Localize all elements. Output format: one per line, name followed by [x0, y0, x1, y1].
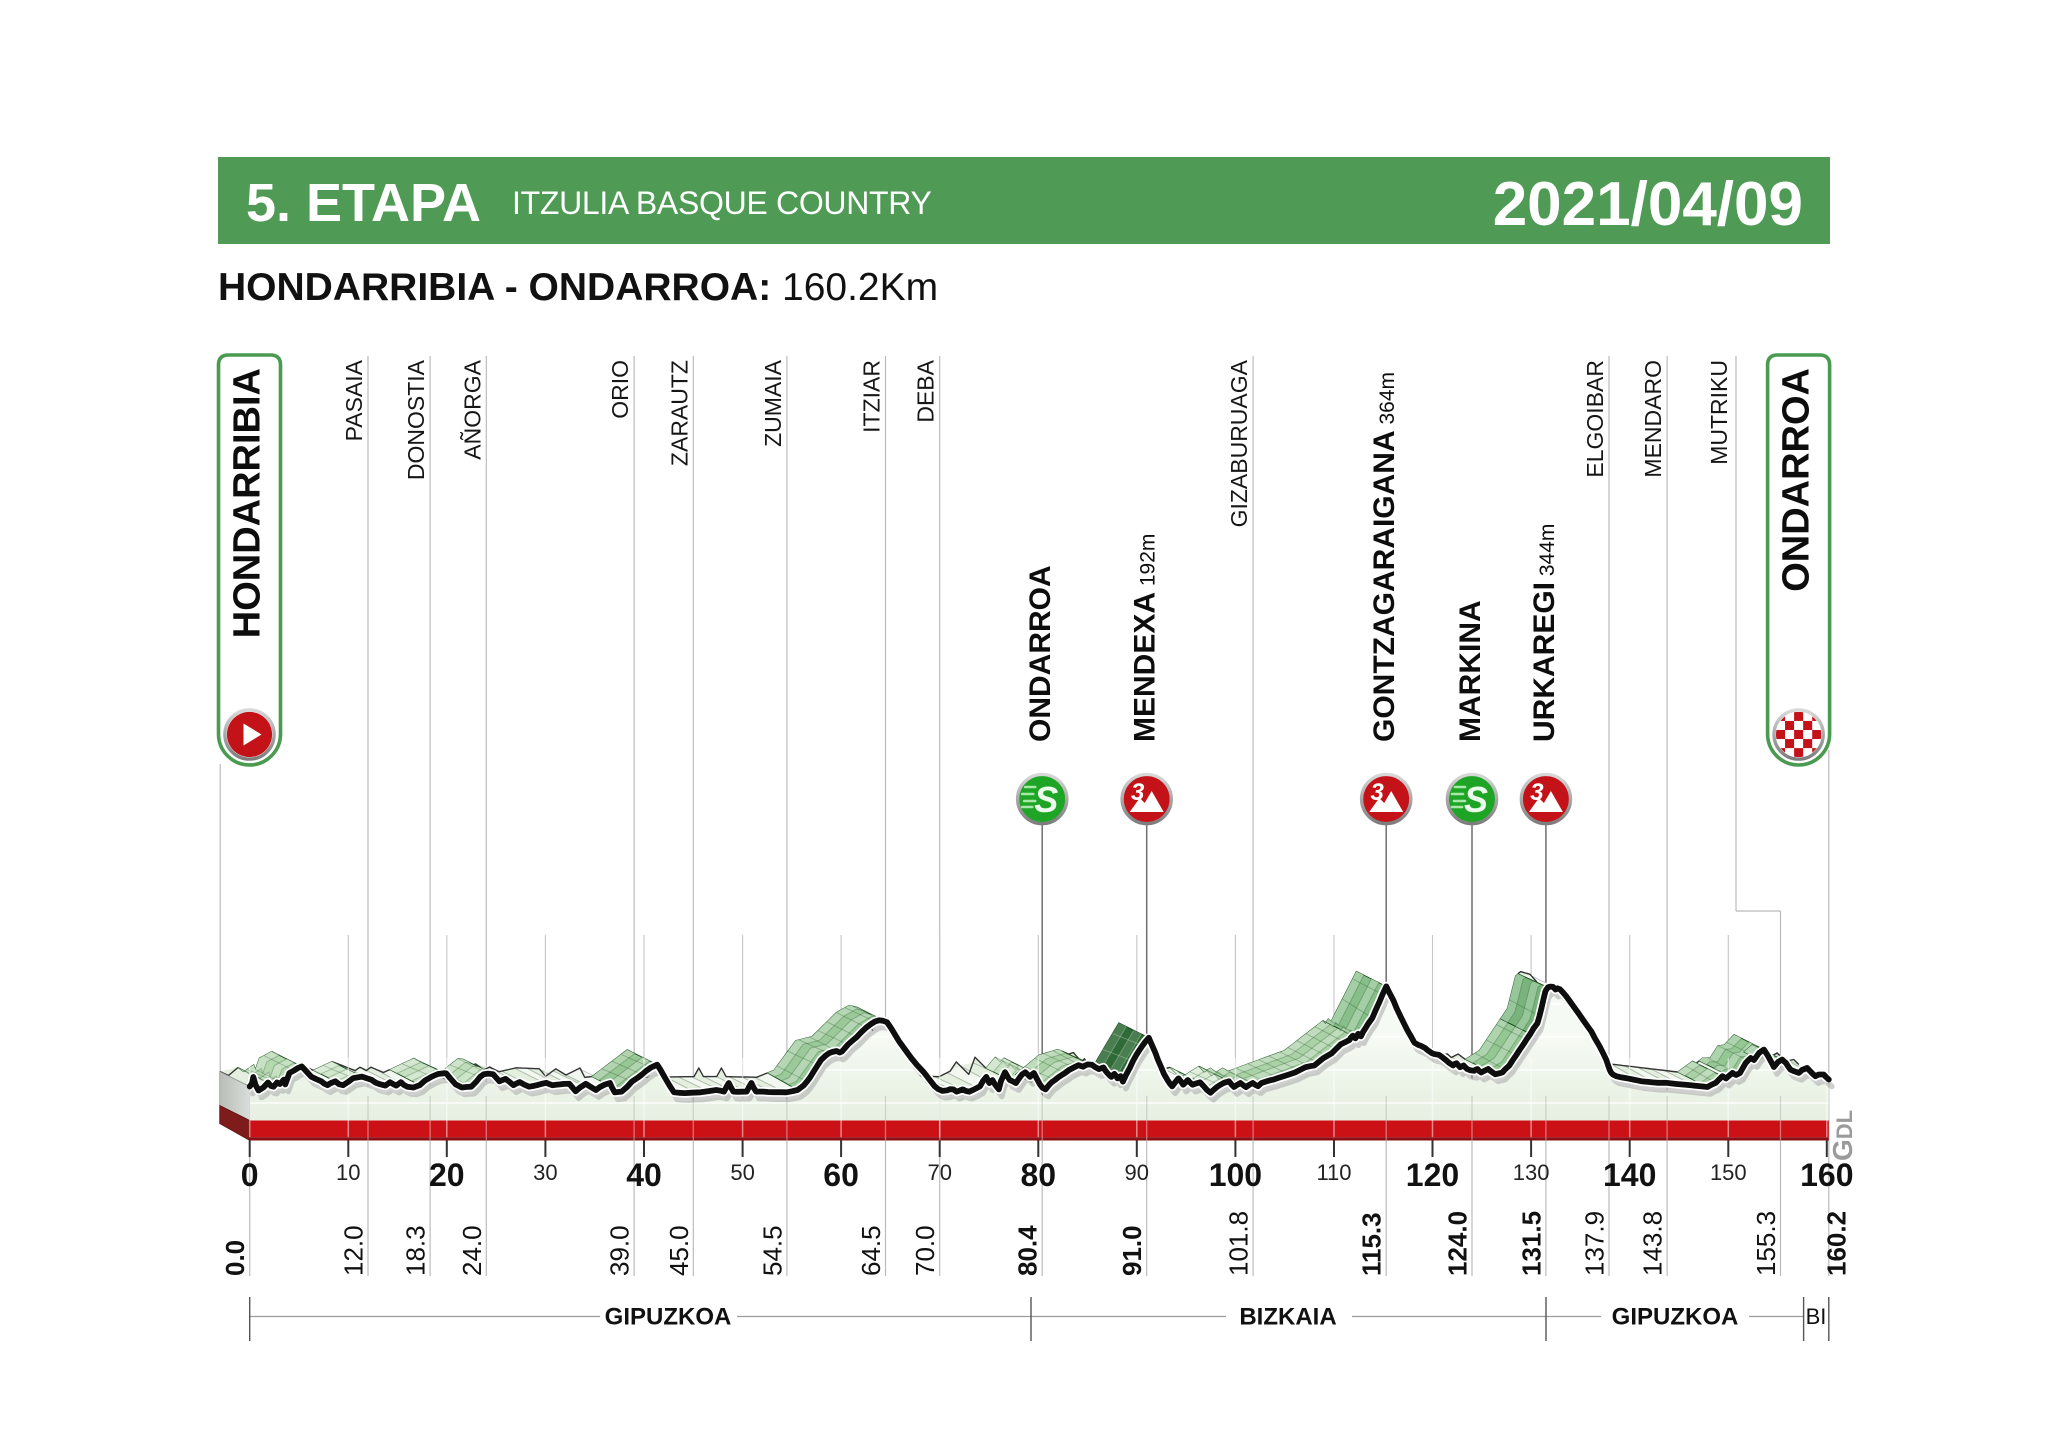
- svg-text:MENDEXA 192m: MENDEXA 192m: [1129, 534, 1162, 742]
- svg-text:131.5: 131.5: [1516, 1211, 1546, 1276]
- svg-text:0.0: 0.0: [220, 1240, 250, 1276]
- svg-text:160.2: 160.2: [1821, 1211, 1851, 1276]
- svg-text:ONDARROA: ONDARROA: [1776, 368, 1818, 592]
- svg-text:45.0: 45.0: [664, 1225, 694, 1276]
- svg-text:GIPUZKOA: GIPUZKOA: [605, 1304, 732, 1331]
- svg-text:39.0: 39.0: [605, 1225, 635, 1276]
- svg-text:ZARAUTZ: ZARAUTZ: [666, 360, 692, 466]
- svg-text:ITZULIA BASQUE COUNTRY: ITZULIA BASQUE COUNTRY: [512, 185, 932, 221]
- svg-text:24.0: 24.0: [457, 1225, 487, 1276]
- svg-text:2021/04/09: 2021/04/09: [1493, 170, 1803, 239]
- svg-text:20: 20: [429, 1157, 465, 1193]
- svg-text:70: 70: [927, 1160, 951, 1185]
- svg-text:MUTRIKU: MUTRIKU: [1706, 360, 1732, 465]
- svg-text:S: S: [1464, 779, 1488, 820]
- svg-text:PASAIA: PASAIA: [341, 359, 367, 441]
- svg-text:60: 60: [823, 1157, 859, 1193]
- svg-text:BIZKAIA: BIZKAIA: [1239, 1304, 1336, 1331]
- svg-text:0: 0: [241, 1157, 259, 1193]
- svg-text:50: 50: [730, 1160, 754, 1185]
- svg-text:HONDARRIBIA - ONDARROA: 160.2K: HONDARRIBIA - ONDARROA: 160.2Km: [218, 266, 938, 309]
- svg-text:130: 130: [1513, 1160, 1550, 1185]
- svg-text:DONOSTIA: DONOSTIA: [403, 359, 429, 480]
- svg-text:91.0: 91.0: [1117, 1225, 1147, 1276]
- svg-text:3: 3: [1530, 779, 1544, 806]
- svg-text:40: 40: [626, 1157, 662, 1193]
- svg-text:160: 160: [1800, 1157, 1853, 1193]
- svg-text:ZUMAIA: ZUMAIA: [760, 359, 786, 447]
- svg-text:MENDARO: MENDARO: [1640, 360, 1666, 478]
- svg-text:110: 110: [1316, 1160, 1351, 1185]
- svg-text:GIZABURUAGA: GIZABURUAGA: [1226, 359, 1252, 527]
- svg-text:URKAREGI 344m: URKAREGI 344m: [1528, 524, 1561, 742]
- svg-text:ELGOIBAR: ELGOIBAR: [1582, 360, 1608, 478]
- svg-text:80: 80: [1021, 1157, 1057, 1193]
- svg-text:120: 120: [1406, 1157, 1459, 1193]
- svg-text:3: 3: [1371, 779, 1385, 806]
- svg-text:GONTZAGARAIGANA 364m: GONTZAGARAIGANA 364m: [1368, 372, 1401, 742]
- svg-text:ORIO: ORIO: [607, 360, 633, 419]
- svg-text:70.0: 70.0: [910, 1225, 940, 1276]
- svg-text:HONDARRIBIA: HONDARRIBIA: [227, 368, 269, 638]
- svg-text:DEBA: DEBA: [913, 359, 939, 422]
- svg-text:54.5: 54.5: [757, 1225, 787, 1276]
- svg-text:140: 140: [1603, 1157, 1656, 1193]
- svg-text:GIPUZKOA: GIPUZKOA: [1612, 1304, 1739, 1331]
- svg-text:ITZIAR: ITZIAR: [859, 360, 885, 433]
- svg-text:12.0: 12.0: [339, 1225, 369, 1276]
- svg-text:124.0: 124.0: [1443, 1211, 1473, 1276]
- svg-text:AÑORGA: AÑORGA: [459, 359, 485, 459]
- svg-text:BI: BI: [1806, 1304, 1827, 1329]
- svg-text:ONDARROA: ONDARROA: [1024, 565, 1057, 742]
- svg-text:GDL: GDL: [1827, 1110, 1858, 1161]
- svg-text:10: 10: [336, 1160, 360, 1185]
- svg-text:155.3: 155.3: [1751, 1211, 1781, 1276]
- svg-text:150: 150: [1710, 1160, 1747, 1185]
- svg-text:3: 3: [1131, 779, 1145, 806]
- svg-text:101.8: 101.8: [1224, 1211, 1254, 1276]
- svg-text:30: 30: [533, 1160, 557, 1185]
- svg-text:115.3: 115.3: [1357, 1212, 1387, 1276]
- svg-text:143.8: 143.8: [1638, 1211, 1668, 1276]
- svg-text:90: 90: [1125, 1160, 1149, 1185]
- svg-text:S: S: [1034, 779, 1058, 820]
- svg-text:137.9: 137.9: [1580, 1211, 1610, 1276]
- svg-text:5. ETAPA: 5. ETAPA: [246, 173, 481, 233]
- svg-text:MARKINA: MARKINA: [1454, 600, 1487, 742]
- svg-text:64.5: 64.5: [856, 1225, 886, 1276]
- svg-text:100: 100: [1209, 1157, 1262, 1193]
- svg-text:80.4: 80.4: [1013, 1225, 1043, 1276]
- svg-text:18.3: 18.3: [401, 1225, 431, 1276]
